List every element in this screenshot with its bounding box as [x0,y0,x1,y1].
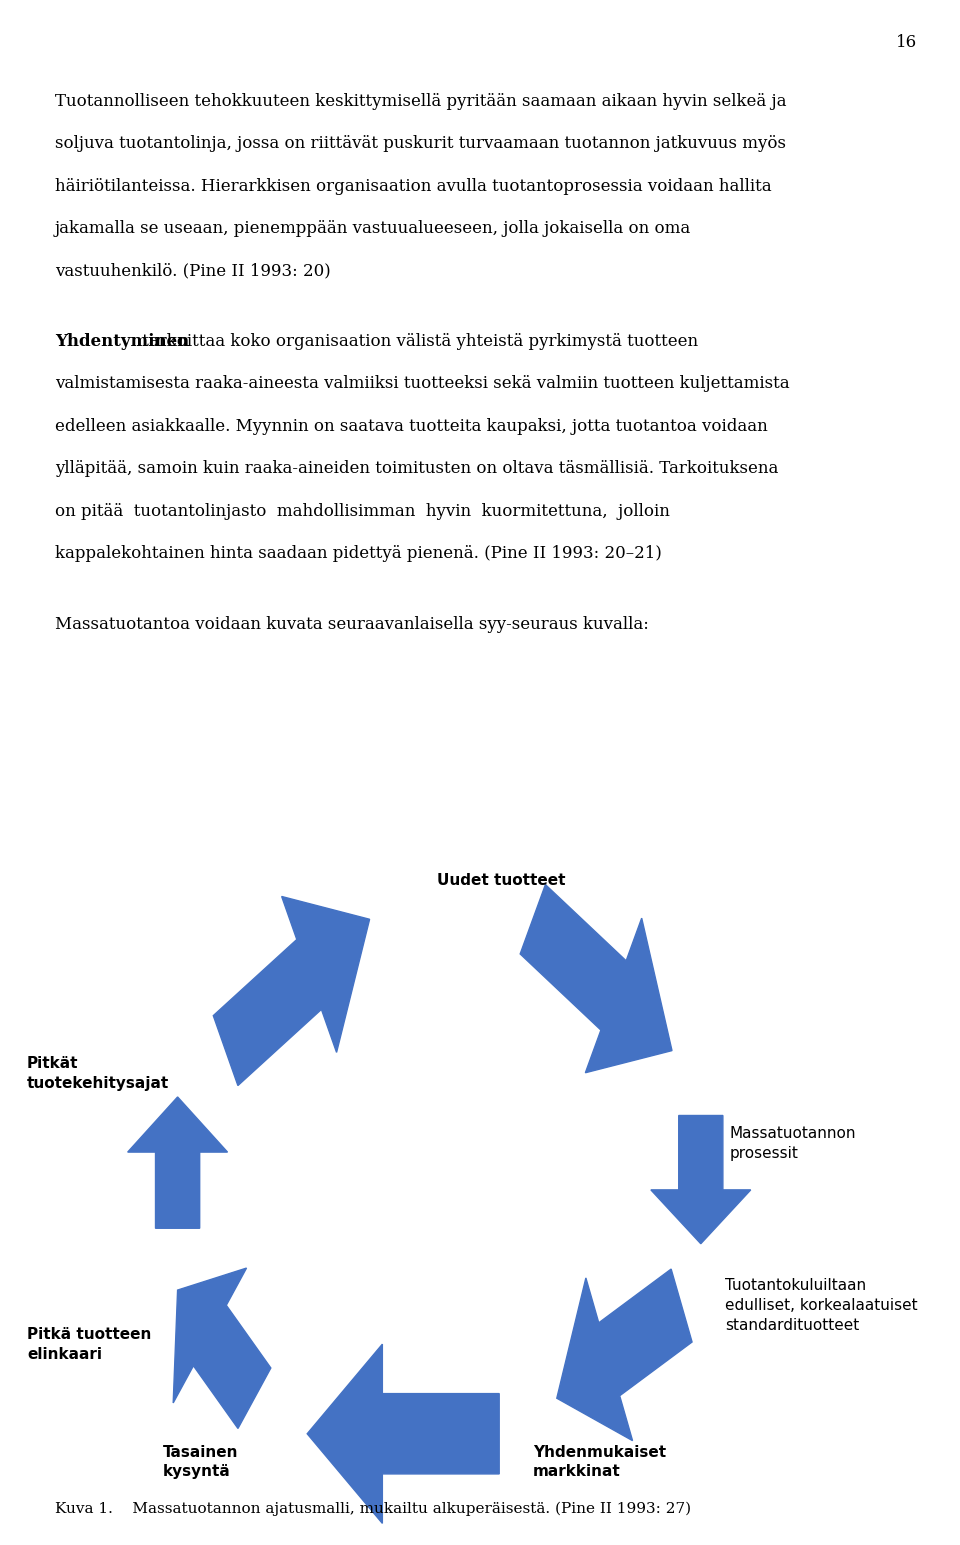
Text: Pitkät
tuotekehitysajat: Pitkät tuotekehitysajat [27,1057,169,1091]
Polygon shape [651,1115,751,1244]
Polygon shape [213,896,370,1086]
Text: Tuotannolliseen tehokkuuteen keskittymisellä pyritään saamaan aikaan hyvin selke: Tuotannolliseen tehokkuuteen keskittymis… [55,93,786,110]
Text: tarkoittaa koko organisaation välistä yhteistä pyrkimystä tuotteen: tarkoittaa koko organisaation välistä yh… [137,332,698,351]
Text: edelleen asiakkaalle. Myynnin on saatava tuotteita kaupaksi, jotta tuotantoa voi: edelleen asiakkaalle. Myynnin on saatava… [55,417,767,436]
Text: Massatuotannon
prosessit: Massatuotannon prosessit [730,1126,856,1160]
Text: Yhdenmukaiset
markkinat: Yhdenmukaiset markkinat [533,1445,666,1480]
Text: jakamalla se useaan, pienemppään vastuualueeseen, jolla jokaisella on oma: jakamalla se useaan, pienemppään vastuua… [55,219,691,238]
Text: 16: 16 [896,34,917,51]
Polygon shape [520,885,672,1072]
Text: kappalekohtainen hinta saadaan pidettyä pienenä. (Pine II 1993: 20–21): kappalekohtainen hinta saadaan pidettyä … [55,545,661,562]
Text: Kuva 1.    Massatuotannon ajatusmalli, mukailtu alkuperäisestä. (Pine II 1993: 2: Kuva 1. Massatuotannon ajatusmalli, muka… [55,1502,691,1516]
Text: Uudet tuotteet: Uudet tuotteet [437,873,565,888]
Text: vastuuhenkilö. (Pine II 1993: 20): vastuuhenkilö. (Pine II 1993: 20) [55,263,330,280]
Polygon shape [557,1268,692,1440]
Text: Yhdentyminen: Yhdentyminen [55,332,189,351]
Text: ylläpitää, samoin kuin raaka-aineiden toimitusten on oltava täsmällisiä. Tarkoit: ylläpitää, samoin kuin raaka-aineiden to… [55,460,779,477]
Text: Pitkä tuotteen
elinkaari: Pitkä tuotteen elinkaari [27,1327,152,1361]
Polygon shape [128,1097,228,1228]
Text: Tuotantokuluiltaan
edulliset, korkealaatuiset
standardituotteet: Tuotantokuluiltaan edulliset, korkealaat… [725,1278,918,1333]
Polygon shape [307,1344,499,1523]
Polygon shape [173,1268,271,1429]
Text: häiriötilanteissa. Hierarkkisen organisaation avulla tuotantoprosessia voidaan h: häiriötilanteissa. Hierarkkisen organisa… [55,178,771,195]
Text: Massatuotantoa voidaan kuvata seuraavanlaisella syy-seuraus kuvalla:: Massatuotantoa voidaan kuvata seuraavanl… [55,615,649,633]
Text: Tasainen
kysyntä: Tasainen kysyntä [163,1445,239,1480]
Text: valmistamisesta raaka-aineesta valmiiksi tuotteeksi sekä valmiin tuotteen kuljet: valmistamisesta raaka-aineesta valmiiksi… [55,375,789,392]
Text: on pitää  tuotantolinjasto  mahdollisimman  hyvin  kuormitettuna,  jolloin: on pitää tuotantolinjasto mahdollisimman… [55,502,669,521]
Text: soljuva tuotantolinja, jossa on riittävät puskurit turvaamaan tuotannon jatkuvuu: soljuva tuotantolinja, jossa on riittävä… [55,136,785,153]
